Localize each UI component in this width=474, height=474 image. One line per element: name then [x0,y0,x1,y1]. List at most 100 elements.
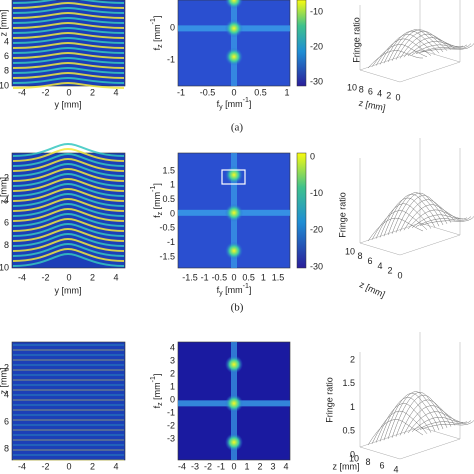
fringe-stripe [12,36,125,44]
x-tick-label: -1.5 [182,272,198,282]
spectrum-peak [225,203,243,222]
x-tick-label: 0 [231,272,236,282]
fringe-stripe [12,11,125,19]
z-tick-label: 0 [350,449,355,459]
x-tick-label: 2 [90,87,95,97]
fringe-stripe [12,26,125,34]
x-tick-label: 6 [367,256,372,266]
surface-line [411,44,468,56]
surface-line [383,194,440,237]
x-axis-label: y [mm] [55,99,82,109]
y-tick-label: 8 [4,443,9,453]
x-tick-label: -1 [201,272,209,282]
z-axis-label: Fringe ratio [337,192,347,238]
y-tick-label: 0 [170,208,175,218]
colorbar-tick-label: -20 [310,225,323,235]
colorbar-tick-label: -10 [310,188,323,198]
fringe-stripe [12,252,125,267]
surface-line [415,420,472,431]
fringe-stripe [12,232,125,247]
spectrum-band [231,0,237,86]
fringe-stripe [12,192,125,207]
fringe-stripe [12,142,125,157]
spectrum-peak [225,241,243,260]
y-tick-label: 1.5 [162,165,175,175]
colorbar-tick-label: -10 [310,6,323,16]
surface-line [391,192,448,234]
label-part: -1 [150,18,157,24]
spectrum-peak [225,165,243,184]
fringe-stripe [12,207,125,222]
surface-line [419,420,474,430]
x-tick-label: 10 [347,82,357,92]
surface-line [391,392,448,438]
spectrum-peak [225,394,243,413]
surface-line [407,41,464,57]
y-tick-label: 4 [4,36,9,46]
fringe-stripe [12,66,125,74]
x-tick-label: 0 [231,461,236,471]
x-tick-label: -1 [217,461,225,471]
x-tick-label: 4 [377,261,382,271]
x-tick-label: 2 [90,461,95,471]
fringe-stripe [12,81,125,89]
colorbar-tick-label: -30 [310,261,323,271]
x-tick-label: 4 [393,464,398,474]
x-tick-label: 0 [66,87,71,97]
x-tick-label: -2 [41,461,49,471]
label-part: f [152,215,162,218]
surface-line [407,411,464,434]
fringe-stripe [12,162,125,177]
fringe-stripe [12,152,125,167]
y-tick-label: 6 [4,416,9,426]
x-axis-label: z [mm] [333,461,360,471]
y-tick-label: -2 [167,420,175,430]
label-part: f [152,47,162,50]
surface-line [399,33,456,59]
y-tick-label: -1 [167,54,175,64]
fringe-stripe [12,202,125,217]
x-tick-label: 4 [377,88,382,98]
spectrum-peak [225,47,243,66]
label-part: ] [249,285,252,295]
x-tick-label: 2 [90,272,95,282]
y-tick-label: 8 [4,240,9,250]
fringe-stripe [12,46,125,54]
x-tick-label: 0 [397,270,402,280]
x-tick-label: 4 [283,461,288,471]
x-tick-label: 10 [349,453,359,463]
y-tick-label: -1 [167,407,175,417]
surface-line [403,37,460,58]
x-tick-label: 3 [270,461,275,471]
x-tick-label: -2 [41,87,49,97]
label-part: ] [249,99,252,109]
y-tick-label: 2 [170,368,175,378]
label-part: y [219,104,223,111]
label-part: f [152,405,162,408]
x-axis-label: z [mm] [358,279,387,299]
x-tick-label: 4 [113,272,118,282]
surface-line [415,43,472,54]
plot-box [359,0,461,83]
fringe-stripe [12,182,125,197]
x-tick-label: 0 [231,87,236,97]
surface-line [419,43,474,53]
fringe-stripe [12,16,125,24]
label-part: -1 [243,97,249,104]
surface-line [391,29,448,61]
y-tick-label: -1.5 [159,251,175,261]
x-tick-label: -1 [177,87,185,97]
x-tick-label: 2 [387,266,392,276]
surface-line [403,204,460,231]
label-part: z [157,44,164,48]
surface-line [407,209,464,230]
fringe-stripe [12,31,125,39]
spectrum-peak [225,433,243,452]
fringe-stripe [12,61,125,69]
x-tick-label: 0.5 [254,87,267,97]
panel-caption: (a) [231,122,244,134]
surface-line [375,38,432,66]
fringe-stripe [12,1,125,9]
x-tick-label: 0 [66,272,71,282]
x-tick-label: -2 [41,272,49,282]
